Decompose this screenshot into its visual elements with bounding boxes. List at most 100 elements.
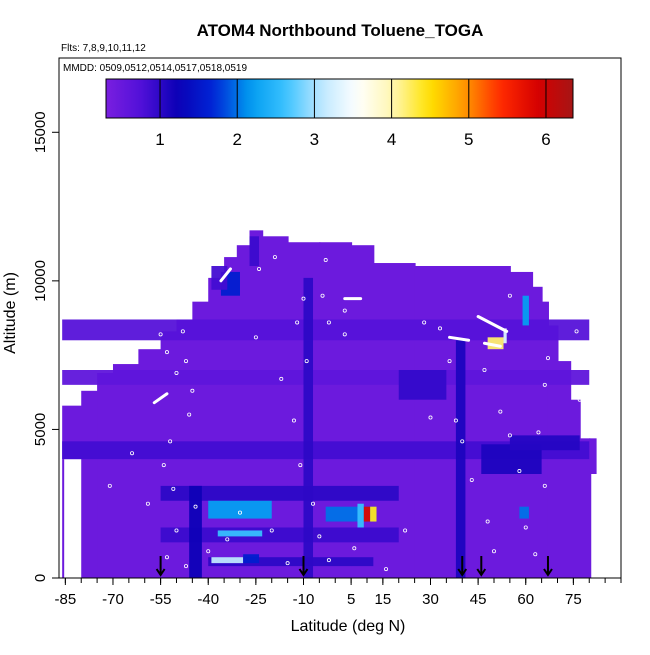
- sample-point: [326, 558, 331, 563]
- sample-point: [311, 501, 316, 506]
- concentration-patch: [211, 557, 244, 564]
- curtain-column: [570, 399, 581, 578]
- profile-arrow-head: [543, 568, 553, 577]
- concentration-patch: [522, 295, 529, 326]
- sample-point: [161, 463, 166, 468]
- sample-point: [533, 552, 538, 557]
- sample-point: [447, 359, 452, 364]
- sample-point: [542, 483, 547, 488]
- sample-point: [577, 397, 582, 402]
- sample-point: [225, 537, 230, 542]
- flight-track-segment: [152, 392, 169, 405]
- axes: -85 -70 -55 -40 -25 -10 5 15 30 45 60 7505000100001…: [32, 57, 622, 608]
- concentration-patch: [503, 328, 507, 344]
- x-tick-label: 45: [470, 591, 487, 608]
- sample-point: [171, 486, 176, 491]
- curtain-column: [97, 372, 114, 578]
- x-tick-label: -85: [55, 591, 77, 608]
- concentration-patch: [370, 506, 377, 522]
- sample-point: [549, 281, 554, 286]
- sample-point: [498, 409, 503, 414]
- y-tick-label: 5000: [32, 413, 49, 446]
- sample-point: [164, 555, 169, 560]
- sample-point: [190, 388, 195, 393]
- curtain-column: [262, 236, 289, 579]
- sample-point: [187, 412, 192, 417]
- concentration-patch: [217, 530, 263, 537]
- sample-point: [164, 350, 169, 355]
- concentration-patch: [62, 370, 590, 385]
- sample-point: [491, 549, 496, 554]
- sample-point: [453, 418, 458, 423]
- sample-point: [507, 293, 512, 298]
- colorbar: 1 2 3 4 5 6: [105, 78, 574, 149]
- concentration-patch: [208, 500, 272, 519]
- curtain-column: [509, 271, 534, 578]
- sample-point: [304, 359, 309, 364]
- profile-arrow-head: [476, 568, 487, 577]
- x-tick-label: -10: [293, 591, 315, 608]
- concentration-patch: [62, 319, 590, 341]
- sample-point: [460, 439, 465, 444]
- concentration-patch: [249, 236, 260, 266]
- profile-arrow-head: [298, 568, 309, 577]
- sample-point: [384, 567, 389, 572]
- sample-point: [295, 320, 300, 325]
- sample-point: [279, 376, 284, 381]
- sample-point: [193, 504, 198, 509]
- sample-point: [568, 296, 573, 301]
- y-tick-label: 15000: [32, 111, 49, 153]
- concentration-patch: [243, 554, 260, 564]
- sample-point: [403, 528, 408, 533]
- colorbar-tick-label: 3: [310, 130, 319, 149]
- concentration-patch: [303, 277, 314, 578]
- curtain-column: [532, 286, 543, 578]
- sample-point: [352, 546, 357, 551]
- x-tick-label: -25: [245, 591, 267, 608]
- plot-area: [62, 230, 597, 579]
- profile-arrow-head: [155, 568, 166, 577]
- curtain-column: [373, 263, 416, 578]
- colorbar-tick-label: 6: [541, 130, 550, 149]
- sample-point: [485, 519, 490, 524]
- sample-point: [130, 451, 135, 456]
- dates-annotation: MMDD: 0509,0512,0514,0517,0518,0519: [63, 63, 247, 74]
- x-tick-label: -70: [102, 591, 124, 608]
- concentration-patch: [398, 370, 447, 400]
- y-tick-label: 10000: [32, 260, 49, 302]
- x-tick-label: 60: [517, 591, 534, 608]
- y-tick-label: 0: [32, 574, 49, 582]
- curtain-column: [557, 361, 572, 578]
- sample-point: [301, 296, 306, 301]
- sample-point: [269, 528, 274, 533]
- sample-point: [174, 528, 179, 533]
- chart-title: ATOM4 Northbound Toluene_TOGA: [197, 21, 484, 40]
- sample-point: [291, 418, 296, 423]
- plot-frame: [58, 57, 622, 579]
- sample-point: [536, 430, 541, 435]
- sample-point: [323, 258, 328, 263]
- sample-point: [507, 433, 512, 438]
- sample-point: [237, 510, 242, 515]
- curtain-column: [589, 474, 592, 578]
- sample-point: [298, 463, 303, 468]
- concentration-patch: [208, 557, 374, 567]
- curtain-column: [112, 364, 140, 578]
- curtain-column: [579, 438, 591, 578]
- curtain-column: [62, 459, 65, 578]
- concentration-patch: [519, 506, 529, 519]
- sample-point: [257, 266, 262, 271]
- concentration-patch: [455, 340, 466, 578]
- x-tick-label: 75: [565, 591, 582, 608]
- curtain-column: [589, 438, 597, 474]
- x-tick-label: -55: [150, 591, 172, 608]
- colorbar-tick-label: 1: [155, 130, 164, 149]
- sample-point: [326, 320, 331, 325]
- sample-point: [285, 561, 290, 566]
- sample-point: [174, 370, 179, 375]
- sample-point: [523, 525, 528, 530]
- x-axis-label: Latitude (deg N): [291, 618, 406, 635]
- colorbar-strip: [105, 78, 574, 119]
